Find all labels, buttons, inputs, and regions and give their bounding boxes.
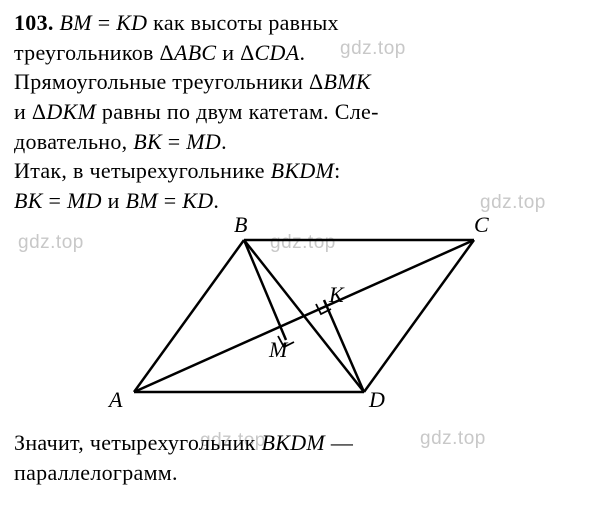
- segment-DK: [324, 300, 364, 392]
- vertex-label-A: A: [109, 387, 122, 413]
- math-var: MD: [67, 188, 102, 213]
- text-part: треугольников Δ: [14, 40, 174, 65]
- line-5: довательно, BK = MD.: [14, 127, 586, 157]
- line-8: Значит, четырехугольник BKDM —: [14, 428, 586, 458]
- edge-AB: [134, 240, 244, 392]
- math-var: MD: [186, 129, 221, 154]
- segment-BM: [244, 240, 286, 340]
- text-part: .: [221, 129, 227, 154]
- problem-number: 103.: [14, 10, 54, 35]
- line-3: Прямоугольные треугольники ΔBMK: [14, 67, 586, 97]
- text-part: и Δ: [216, 40, 254, 65]
- math-var: BKDM: [261, 430, 325, 455]
- text-part: =: [158, 188, 182, 213]
- vertex-label-B: B: [234, 212, 247, 238]
- edge-CD: [364, 240, 474, 392]
- math-var: BK: [133, 129, 162, 154]
- text-part: параллелограмм.: [14, 460, 178, 485]
- line-9: параллелограмм.: [14, 458, 586, 488]
- text-part: Итак, в четырехугольнике: [14, 158, 271, 183]
- vertex-label-D: D: [369, 387, 385, 413]
- text-part: и Δ: [14, 99, 46, 124]
- text-part: —: [325, 430, 353, 455]
- text-part: довательно,: [14, 129, 133, 154]
- line-2: треугольников ΔABC и ΔCDA.: [14, 38, 586, 68]
- problem-content: 103. BM = KD как высоты равных треугольн…: [14, 8, 586, 487]
- text-part: Значит, четырехугольник: [14, 430, 261, 455]
- diagonal-BD: [244, 240, 364, 392]
- text-part: равны по двум катетам. Сле-: [96, 99, 379, 124]
- math-var: CDA: [255, 40, 300, 65]
- math-var: KD: [116, 10, 147, 35]
- text-part: Прямоугольные треугольники Δ: [14, 69, 323, 94]
- geometry-diagram: A B C D K M: [14, 222, 586, 422]
- text-part: =: [92, 10, 116, 35]
- vertex-label-K: K: [329, 282, 344, 308]
- math-var: ABC: [174, 40, 216, 65]
- math-var: BK: [14, 188, 43, 213]
- parallelogram-figure: [114, 222, 514, 417]
- text-part: .: [299, 40, 305, 65]
- vertex-label-M: M: [269, 337, 287, 363]
- text-part: .: [213, 188, 219, 213]
- line-6: Итак, в четырехугольнике BKDM:: [14, 156, 586, 186]
- text-part: как высоты равных: [147, 10, 338, 35]
- text-part: =: [43, 188, 67, 213]
- text-part: и: [102, 188, 126, 213]
- math-var: KD: [182, 188, 213, 213]
- math-var: DKM: [46, 99, 96, 124]
- text-part: =: [162, 129, 186, 154]
- line-1: 103. BM = KD как высоты равных: [14, 8, 586, 38]
- math-var: BM: [60, 10, 92, 35]
- line-7: BK = MD и BM = KD.: [14, 186, 586, 216]
- vertex-label-C: C: [474, 212, 489, 238]
- math-var: BKDM: [271, 158, 335, 183]
- math-var: BMK: [323, 69, 370, 94]
- text-part: :: [334, 158, 340, 183]
- line-4: и ΔDKM равны по двум катетам. Сле-: [14, 97, 586, 127]
- math-var: BM: [126, 188, 158, 213]
